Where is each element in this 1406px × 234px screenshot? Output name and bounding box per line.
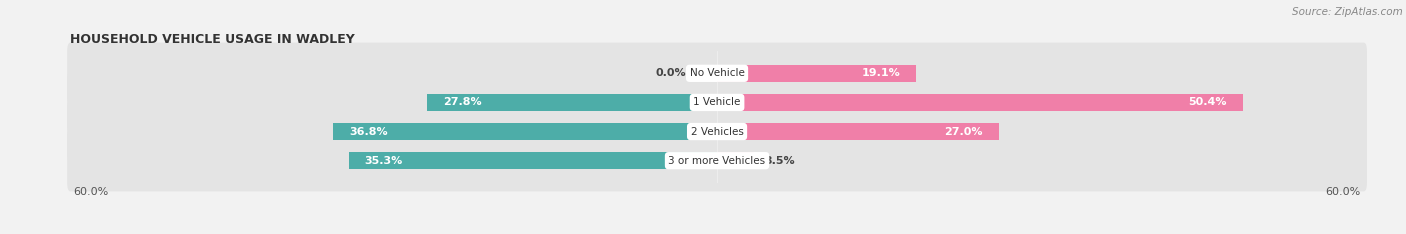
FancyBboxPatch shape xyxy=(67,101,1367,162)
Bar xyxy=(717,152,754,169)
Bar xyxy=(717,123,998,140)
Text: HOUSEHOLD VEHICLE USAGE IN WADLEY: HOUSEHOLD VEHICLE USAGE IN WADLEY xyxy=(70,33,356,46)
Text: 2 Vehicles: 2 Vehicles xyxy=(690,127,744,137)
Text: 27.0%: 27.0% xyxy=(945,127,983,137)
FancyBboxPatch shape xyxy=(67,43,1367,104)
Text: 27.8%: 27.8% xyxy=(443,97,481,107)
Text: Source: ZipAtlas.com: Source: ZipAtlas.com xyxy=(1292,7,1403,17)
Text: 0.0%: 0.0% xyxy=(655,68,686,78)
FancyBboxPatch shape xyxy=(67,72,1367,133)
Text: 19.1%: 19.1% xyxy=(862,68,901,78)
Text: 36.8%: 36.8% xyxy=(349,127,388,137)
Text: 50.4%: 50.4% xyxy=(1188,97,1227,107)
Text: 35.3%: 35.3% xyxy=(364,156,402,166)
Bar xyxy=(717,94,1243,111)
Bar xyxy=(427,94,717,111)
Text: 3.5%: 3.5% xyxy=(763,156,794,166)
Bar xyxy=(717,65,917,82)
Text: No Vehicle: No Vehicle xyxy=(689,68,745,78)
Bar xyxy=(333,123,717,140)
Bar xyxy=(349,152,717,169)
Text: 3 or more Vehicles: 3 or more Vehicles xyxy=(668,156,766,166)
Text: 1 Vehicle: 1 Vehicle xyxy=(693,97,741,107)
FancyBboxPatch shape xyxy=(67,130,1367,191)
